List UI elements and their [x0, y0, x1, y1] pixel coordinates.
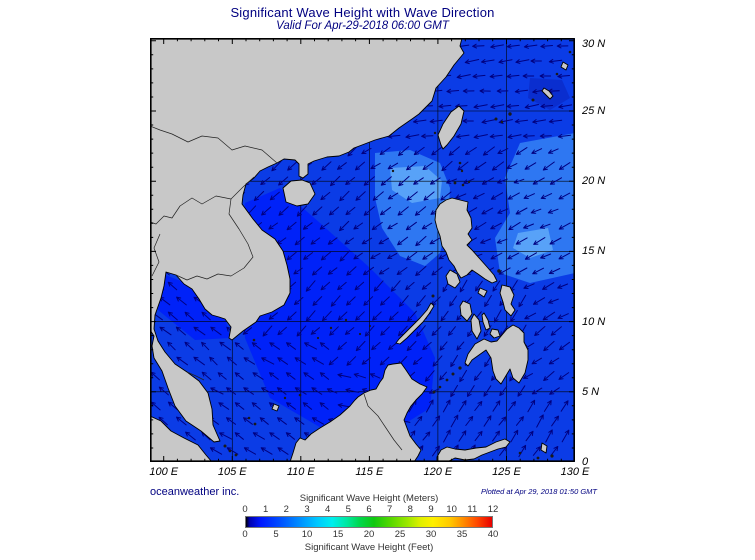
meters-tick: 12 — [487, 504, 499, 515]
y-tick-label: 25 N — [582, 105, 606, 117]
page-title: Significant Wave Height with Wave Direct… — [230, 5, 495, 20]
wave-height-map — [149, 37, 575, 463]
x-tick-label: 125 E — [492, 466, 521, 478]
meters-tick: 3 — [304, 504, 310, 515]
x-tick-label: 115 E — [355, 466, 384, 478]
plotted-timestamp: Plotted at Apr 29, 2018 01:50 GMT — [480, 487, 597, 496]
valid-time-subtitle: Valid For Apr-29-2018 06:00 GMT — [276, 20, 449, 32]
feet-tick: 5 — [273, 529, 279, 540]
meters-tick: 0 — [242, 504, 248, 515]
feet-tick: 10 — [301, 529, 313, 540]
x-tick-label: 110 E — [286, 466, 315, 478]
feet-tick: 30 — [425, 529, 437, 540]
y-tick-label: 5 N — [582, 385, 600, 398]
x-tick-label: 105 E — [217, 466, 247, 478]
y-tick-label: 15 N — [582, 245, 606, 258]
feet-tick: 35 — [456, 529, 468, 540]
x-tick-label: 130 E — [560, 466, 590, 478]
meters-tick: 4 — [325, 504, 331, 515]
frame-layer — [150, 38, 575, 462]
map-canvas — [149, 37, 575, 463]
meters-tick: 5 — [345, 504, 351, 515]
meters-tick: 10 — [446, 504, 457, 515]
colorbar-gradient — [245, 516, 493, 528]
feet-tick: 25 — [394, 529, 406, 540]
meters-tick: 6 — [366, 504, 372, 515]
y-tick-label: 0 — [582, 456, 589, 468]
meters-tick: 8 — [407, 504, 413, 515]
y-tick-label: 20 N — [582, 175, 606, 188]
feet-tick: 15 — [332, 529, 344, 540]
meters-tick: 11 — [467, 504, 478, 515]
feet-tick: 40 — [487, 529, 499, 540]
meters-tick: 1 — [263, 504, 269, 515]
x-tick-label: 100 E — [149, 466, 179, 478]
meters-tick: 9 — [428, 504, 434, 515]
x-tick-label: 120 E — [423, 466, 453, 478]
colorbar-feet-label: Significant Wave Height (Feet) — [304, 542, 434, 553]
provider-credit: oceanweather inc. — [150, 486, 240, 498]
y-tick-label: 10 N — [582, 315, 606, 328]
colorbar-meters-label: Significant Wave Height (Meters) — [299, 493, 439, 504]
meters-tick: 2 — [283, 504, 289, 515]
feet-tick: 20 — [363, 529, 375, 540]
land-layer — [149, 37, 572, 463]
country-border-layer — [149, 125, 403, 451]
feet-tick: 0 — [242, 529, 248, 540]
meters-tick: 7 — [387, 504, 393, 515]
y-tick-label: 30 N — [582, 38, 606, 50]
